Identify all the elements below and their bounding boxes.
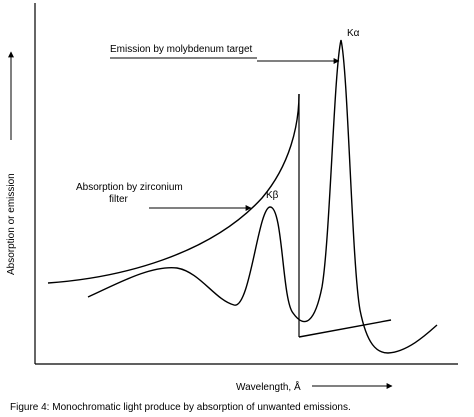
emission-annotation: Emission by molybdenum target — [110, 44, 253, 55]
absorption-tail — [298, 319, 392, 338]
absorption-annotation-line1: Absorption by zirconium — [76, 182, 183, 193]
k-alpha-label: Kα — [347, 28, 360, 39]
absorption-annotation-line2: filter — [109, 194, 129, 205]
emission-curve — [87, 39, 438, 354]
absorption-curve — [47, 93, 300, 284]
k-beta-label: Kβ — [266, 190, 279, 201]
figure-caption: Figure 4: Monochromatic light produce by… — [10, 402, 351, 413]
y-axis-label: Absorption or emission — [6, 173, 17, 275]
x-axis-label: Wavelength, Å — [236, 380, 301, 393]
